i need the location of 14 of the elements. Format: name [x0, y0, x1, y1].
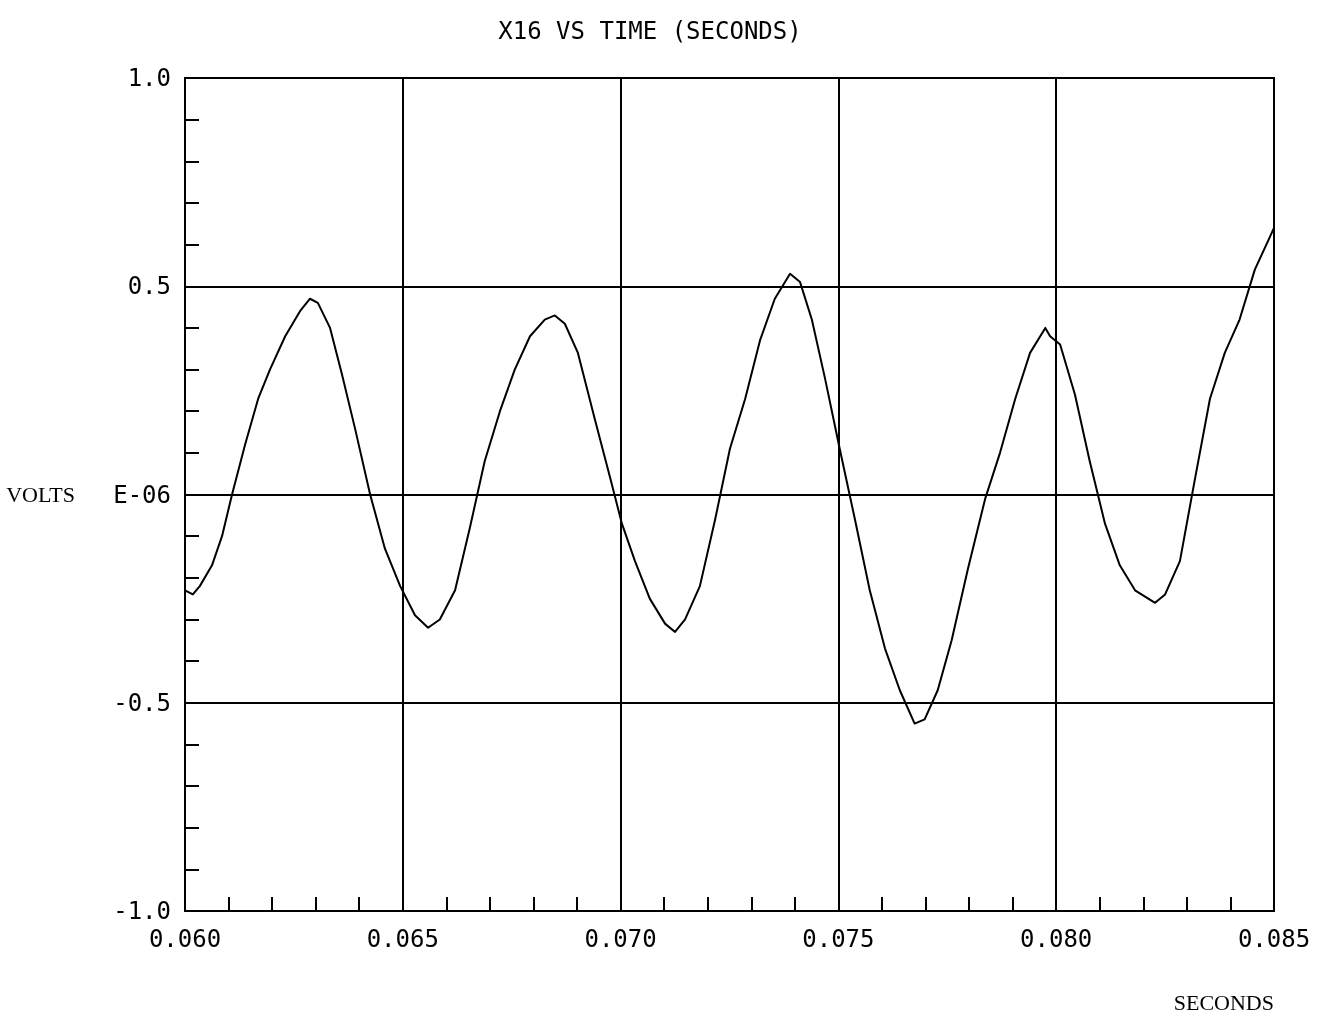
chart-title: X16 VS TIME (SECONDS): [498, 17, 802, 45]
x-tick-label: 0.075: [802, 925, 875, 953]
y-tick-label: 1.0: [127, 64, 171, 92]
y-tick-label: -0.5: [113, 688, 171, 717]
x-tick-label: 0.060: [148, 925, 222, 953]
y-tick-label: -1.0: [113, 897, 171, 925]
x-axis-title: SECONDS: [1173, 989, 1274, 1015]
x-tick-label: 0.065: [366, 925, 439, 953]
x-tick-label: 0.085: [1237, 925, 1311, 953]
x-tick-label: 0.080: [1020, 925, 1093, 953]
y-tick-label: 0.5: [127, 272, 171, 301]
y-tick-label: E-06: [113, 480, 171, 509]
x-tick-label: 0.070: [584, 925, 657, 953]
y-axis-title: VOLTS: [6, 482, 75, 507]
